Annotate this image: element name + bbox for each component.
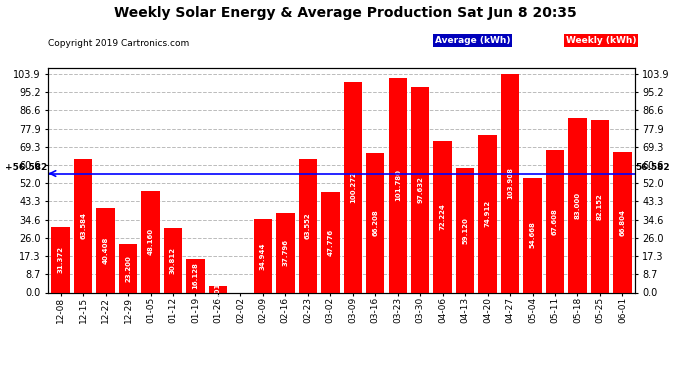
Bar bbox=[164, 228, 182, 292]
Text: 63.552: 63.552 bbox=[305, 212, 310, 239]
Text: 63.584: 63.584 bbox=[80, 212, 86, 239]
Text: 83.000: 83.000 bbox=[575, 192, 580, 219]
Text: 23.200: 23.200 bbox=[125, 255, 131, 282]
Text: 59.120: 59.120 bbox=[462, 217, 468, 244]
Bar bbox=[321, 192, 339, 292]
Bar bbox=[141, 191, 160, 292]
Text: +56.582: +56.582 bbox=[6, 163, 48, 172]
Text: 67.608: 67.608 bbox=[552, 208, 558, 235]
Bar bbox=[186, 259, 205, 292]
Text: Weekly Solar Energy & Average Production Sat Jun 8 20:35: Weekly Solar Energy & Average Production… bbox=[114, 6, 576, 20]
Bar bbox=[254, 219, 272, 292]
Text: Weekly (kWh): Weekly (kWh) bbox=[566, 36, 636, 45]
Text: 72.224: 72.224 bbox=[440, 203, 446, 230]
Text: 40.408: 40.408 bbox=[103, 236, 108, 264]
Text: 47.776: 47.776 bbox=[327, 229, 333, 256]
Text: 34.944: 34.944 bbox=[260, 242, 266, 270]
Bar bbox=[456, 168, 474, 292]
Bar bbox=[411, 87, 429, 292]
Bar bbox=[523, 177, 542, 292]
Bar bbox=[501, 74, 520, 292]
Text: 16.128: 16.128 bbox=[193, 262, 199, 289]
Text: 74.912: 74.912 bbox=[484, 200, 491, 227]
Bar bbox=[52, 226, 70, 292]
Text: 3.012: 3.012 bbox=[215, 278, 221, 300]
Bar bbox=[569, 118, 586, 292]
Bar bbox=[97, 207, 115, 292]
Bar bbox=[299, 159, 317, 292]
Text: 82.152: 82.152 bbox=[597, 193, 603, 219]
Text: 54.668: 54.668 bbox=[529, 222, 535, 249]
Bar bbox=[478, 135, 497, 292]
Text: 103.908: 103.908 bbox=[507, 167, 513, 199]
Text: 66.804: 66.804 bbox=[620, 209, 625, 236]
Bar bbox=[433, 141, 452, 292]
Bar bbox=[591, 120, 609, 292]
Bar bbox=[613, 152, 631, 292]
Bar bbox=[74, 159, 92, 292]
Text: 100.272: 100.272 bbox=[350, 171, 356, 203]
Text: 37.796: 37.796 bbox=[282, 239, 288, 266]
Text: 56.582: 56.582 bbox=[635, 163, 670, 172]
Bar bbox=[119, 244, 137, 292]
Bar bbox=[276, 213, 295, 292]
Bar bbox=[209, 286, 227, 292]
Text: 101.780: 101.780 bbox=[395, 170, 401, 201]
Text: 30.812: 30.812 bbox=[170, 247, 176, 274]
Bar bbox=[366, 153, 384, 292]
Text: 97.632: 97.632 bbox=[417, 176, 423, 203]
Text: Average (kWh): Average (kWh) bbox=[435, 36, 510, 45]
Text: 66.208: 66.208 bbox=[373, 210, 378, 236]
Text: 48.160: 48.160 bbox=[148, 228, 154, 255]
Text: 31.372: 31.372 bbox=[58, 246, 63, 273]
Text: Copyright 2019 Cartronics.com: Copyright 2019 Cartronics.com bbox=[48, 39, 190, 48]
Bar bbox=[344, 82, 362, 292]
Bar bbox=[388, 78, 407, 292]
Bar bbox=[546, 150, 564, 292]
